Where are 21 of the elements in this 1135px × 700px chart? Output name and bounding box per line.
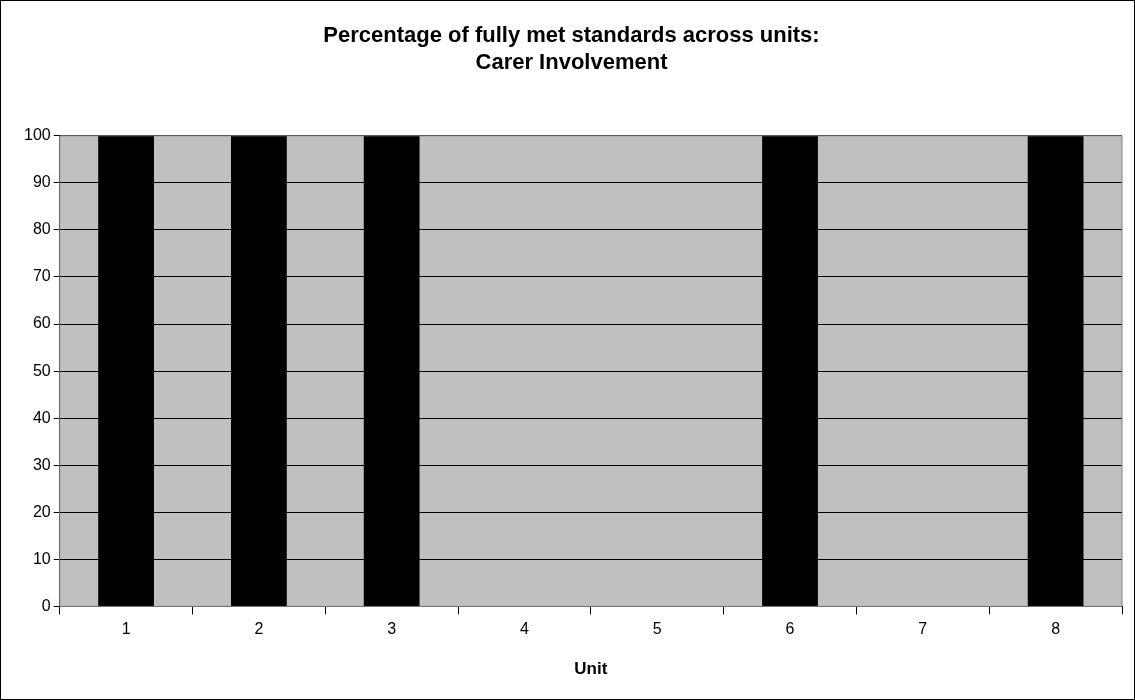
chart-title: Percentage of fully met standards across units: Carer Involvement xyxy=(323,22,820,74)
y-tick-label: 30 xyxy=(32,455,51,473)
y-tick-label: 40 xyxy=(32,408,51,426)
x-tick-label: 6 xyxy=(785,620,795,638)
x-tick-label: 8 xyxy=(1051,620,1061,638)
x-tick-label: 1 xyxy=(121,620,131,638)
y-tick-label: 10 xyxy=(32,549,51,567)
y-tick-label: 0 xyxy=(41,596,51,614)
y-tick-label: 70 xyxy=(32,267,51,285)
x-tick-label: 7 xyxy=(918,620,928,638)
x-axis-title: Unit xyxy=(574,659,608,679)
x-tick-label: 5 xyxy=(652,620,662,638)
y-tick-label: 90 xyxy=(32,173,51,191)
x-tick-label: 4 xyxy=(520,620,529,638)
y-tick-label: 20 xyxy=(32,502,51,520)
x-tick-label: 2 xyxy=(254,620,264,638)
y-tick-label: 50 xyxy=(32,361,51,379)
y-tick-label: 80 xyxy=(32,220,51,238)
x-tick-label: 3 xyxy=(387,620,397,638)
y-tick-label: 100 xyxy=(23,126,51,144)
y-tick-label: 60 xyxy=(32,314,51,332)
